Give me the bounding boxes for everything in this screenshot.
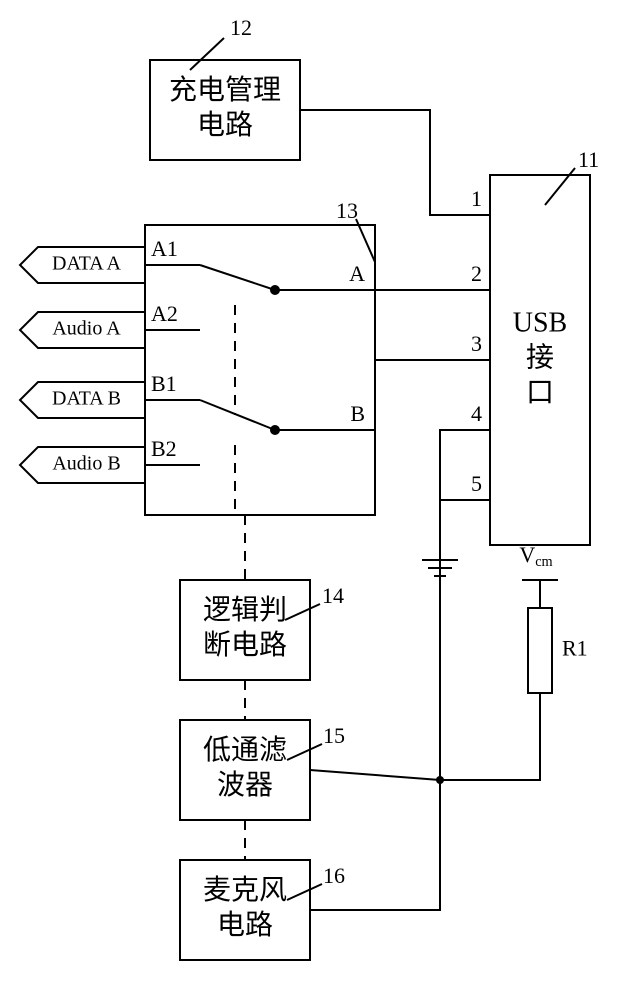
- ref-11: 11: [578, 147, 599, 172]
- usb-pin-5: 5: [471, 471, 482, 496]
- ref-leader-12: [190, 38, 224, 70]
- switch-label-A: A: [349, 261, 365, 286]
- ref-14: 14: [322, 583, 344, 608]
- lpf-label-1: 波器: [217, 769, 273, 801]
- switch-arm-B: [200, 400, 275, 430]
- vcm-label: Vcm: [519, 542, 552, 570]
- r1-label: R1: [562, 636, 588, 661]
- wire-usb4-node: [440, 430, 490, 780]
- usb-label-0: USB: [513, 307, 567, 338]
- usb-pin-1: 1: [471, 186, 482, 211]
- lpf-label-0: 低通滤: [203, 734, 287, 766]
- charge_mgmt-label-0: 充电管理: [169, 74, 281, 106]
- usb-pin-4: 4: [471, 401, 482, 426]
- mic-label-1: 电路: [217, 909, 273, 941]
- mic-label-0: 麦克风: [203, 874, 287, 906]
- logic-label-0: 逻辑判: [203, 594, 287, 626]
- usb-label-1: 接: [526, 341, 554, 373]
- switch-block: [145, 225, 375, 515]
- ref-leader-14: [285, 604, 320, 620]
- signal-pin-data_b: B1: [151, 371, 177, 396]
- ref-leader-15: [287, 744, 322, 760]
- wire-node-mic: [310, 780, 440, 910]
- signal-pin-audio_b: B2: [151, 436, 177, 461]
- signal-text-audio_b: Audio B: [52, 453, 120, 475]
- logic-label-1: 断电路: [203, 629, 287, 661]
- signal-text-audio_a: Audio A: [52, 318, 121, 340]
- switch-label-B: B: [350, 401, 365, 426]
- usb-pin-3: 3: [471, 331, 482, 356]
- signal-text-data_b: DATA B: [52, 388, 121, 410]
- wire-node-r1: [440, 693, 540, 780]
- wire-usb5-gnd: [440, 500, 490, 560]
- wire-node-lpf: [310, 770, 440, 780]
- ref-leader-16: [287, 884, 322, 900]
- wire-charge-usb1: [300, 110, 490, 215]
- signal-pin-audio_a: A2: [151, 301, 178, 326]
- r1-body: [528, 608, 552, 693]
- signal-text-data_a: DATA A: [52, 253, 122, 275]
- usb-label-2: 口: [526, 377, 554, 408]
- ref-leader-11: [545, 168, 575, 205]
- ref-13: 13: [336, 198, 358, 223]
- signal-pin-data_a: A1: [151, 236, 178, 261]
- charge_mgmt-label-1: 电路: [197, 109, 253, 141]
- ref-16: 16: [323, 863, 345, 888]
- ref-12: 12: [230, 15, 252, 40]
- ref-15: 15: [323, 723, 345, 748]
- usb-pin-2: 2: [471, 261, 482, 286]
- switch-arm-A: [200, 265, 275, 290]
